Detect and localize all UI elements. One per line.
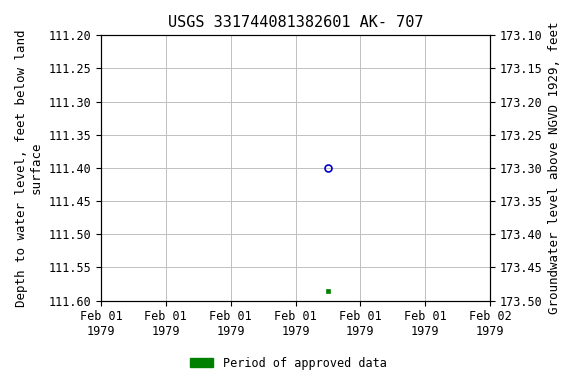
Y-axis label: Groundwater level above NGVD 1929, feet: Groundwater level above NGVD 1929, feet bbox=[548, 22, 561, 314]
Title: USGS 331744081382601 AK- 707: USGS 331744081382601 AK- 707 bbox=[168, 15, 423, 30]
Legend: Period of approved data: Period of approved data bbox=[185, 352, 391, 374]
Y-axis label: Depth to water level, feet below land
surface: Depth to water level, feet below land su… bbox=[15, 29, 43, 307]
